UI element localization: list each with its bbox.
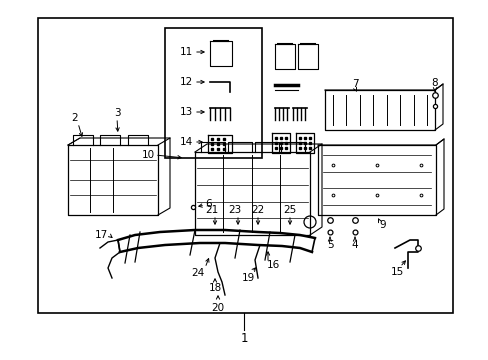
Text: 2: 2 [72, 113, 78, 123]
Text: 19: 19 [241, 273, 254, 283]
Text: 18: 18 [208, 283, 221, 293]
Text: 22: 22 [251, 205, 264, 215]
Text: 11: 11 [179, 47, 192, 57]
Text: 12: 12 [179, 77, 192, 87]
Text: 6: 6 [205, 199, 212, 209]
Text: 13: 13 [179, 107, 192, 117]
Text: 3: 3 [113, 108, 120, 118]
Bar [38, 18, 452, 313]
Text: 17: 17 [94, 230, 107, 240]
Text: 24: 24 [191, 268, 204, 278]
Text: 21: 21 [205, 205, 218, 215]
Text: 7: 7 [351, 79, 358, 89]
Text: 1: 1 [240, 332, 247, 345]
Text: 14: 14 [179, 137, 192, 147]
Bar [164, 28, 262, 158]
Text: 4: 4 [351, 240, 358, 250]
Text: 23: 23 [228, 205, 241, 215]
Text: 25: 25 [283, 205, 296, 215]
Text: 15: 15 [389, 267, 403, 277]
Text: 10: 10 [141, 150, 154, 160]
Text: 20: 20 [211, 303, 224, 313]
Text: 9: 9 [379, 220, 386, 230]
Text: 5: 5 [326, 240, 333, 250]
Text: 16: 16 [266, 260, 279, 270]
Text: 8: 8 [431, 78, 437, 88]
Circle shape [304, 216, 315, 228]
